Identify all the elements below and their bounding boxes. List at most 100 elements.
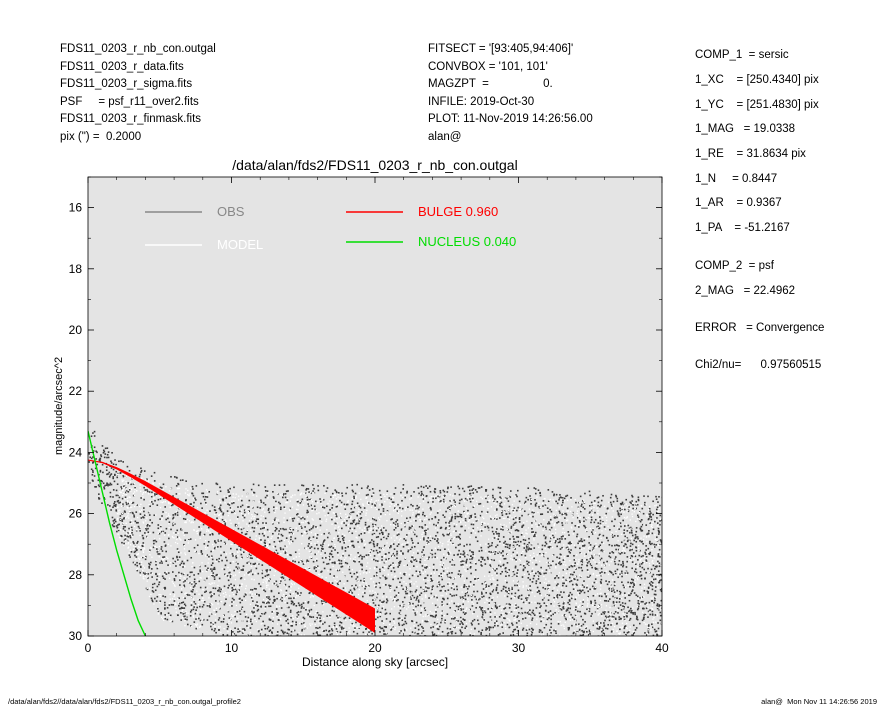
- obs-point: [336, 505, 338, 508]
- obs-point: [574, 546, 577, 549]
- model-point: [133, 525, 136, 528]
- obs-point: [379, 494, 382, 496]
- obs-point: [312, 592, 315, 595]
- obs-point: [488, 626, 490, 628]
- obs-point: [259, 507, 262, 509]
- obs-point: [575, 606, 577, 608]
- obs-point: [307, 560, 310, 563]
- model-point: [249, 591, 251, 594]
- obs-point: [589, 632, 591, 635]
- obs-point: [309, 498, 312, 500]
- obs-point: [264, 545, 267, 547]
- obs-point: [403, 623, 405, 626]
- obs-point: [421, 625, 423, 628]
- obs-point: [356, 483, 359, 486]
- obs-point: [516, 509, 518, 512]
- obs-point: [634, 613, 636, 616]
- obs-point: [499, 505, 502, 508]
- obs-point: [308, 592, 311, 595]
- obs-point: [589, 574, 592, 577]
- obs-point: [593, 587, 596, 590]
- obs-point: [423, 590, 426, 593]
- obs-point: [366, 603, 369, 606]
- model-point: [500, 622, 503, 624]
- obs-point: [637, 499, 640, 502]
- obs-point: [573, 559, 576, 561]
- obs-point: [349, 610, 352, 612]
- model-point: [390, 503, 393, 505]
- obs-point: [664, 520, 666, 522]
- obs-point: [661, 571, 662, 574]
- obs-point: [478, 550, 481, 552]
- obs-point: [634, 534, 637, 536]
- obs-point: [351, 484, 354, 486]
- obs-point: [186, 618, 188, 621]
- obs-point: [227, 579, 230, 582]
- obs-point: [244, 594, 247, 596]
- model-point: [314, 612, 317, 615]
- obs-point: [449, 606, 452, 609]
- obs-point: [350, 540, 353, 543]
- obs-point: [291, 625, 294, 627]
- obs-point: [235, 556, 238, 559]
- model-point: [634, 579, 636, 581]
- obs-point: [279, 635, 282, 636]
- obs-point: [327, 512, 330, 514]
- obs-point: [370, 629, 372, 632]
- obs-point: [374, 504, 376, 506]
- model-point: [265, 527, 267, 529]
- obs-point: [219, 508, 222, 511]
- obs-point: [248, 510, 250, 512]
- obs-point: [278, 540, 281, 543]
- obs-point: [628, 539, 631, 542]
- obs-point: [476, 540, 479, 543]
- obs-point: [635, 527, 638, 529]
- obs-point: [428, 485, 431, 488]
- model-point: [267, 539, 269, 542]
- obs-point: [622, 519, 624, 522]
- model-point: [648, 536, 650, 538]
- obs-point: [312, 484, 314, 486]
- obs-point: [400, 529, 403, 531]
- obs-point: [285, 594, 287, 597]
- model-point: [347, 500, 349, 502]
- obs-point: [601, 630, 603, 633]
- obs-point: [156, 575, 159, 577]
- obs-point: [537, 578, 540, 580]
- obs-point: [517, 629, 519, 632]
- obs-point: [340, 562, 343, 565]
- obs-point: [622, 564, 625, 567]
- obs-point: [405, 543, 408, 546]
- obs-point: [647, 630, 650, 632]
- obs-point: [574, 609, 577, 611]
- obs-point: [310, 527, 313, 530]
- obs-point: [188, 539, 190, 541]
- model-point: [374, 501, 376, 503]
- obs-point: [248, 553, 251, 556]
- model-point: [121, 501, 123, 503]
- obs-point: [254, 512, 257, 514]
- obs-point: [605, 600, 608, 602]
- obs-point: [555, 584, 558, 587]
- obs-point: [105, 469, 108, 472]
- obs-point: [286, 602, 289, 604]
- obs-point: [92, 450, 95, 452]
- model-point: [294, 580, 296, 582]
- model-point: [133, 491, 136, 493]
- obs-point: [277, 619, 280, 621]
- obs-point: [658, 574, 661, 576]
- obs-point: [644, 613, 647, 615]
- obs-point: [406, 588, 409, 591]
- obs-point: [407, 506, 409, 508]
- obs-point: [392, 501, 395, 504]
- obs-point: [556, 522, 558, 524]
- obs-point: [603, 625, 605, 628]
- obs-point: [614, 544, 616, 547]
- obs-point: [460, 553, 462, 555]
- obs-point: [647, 533, 649, 535]
- obs-point: [237, 566, 240, 569]
- obs-point: [262, 620, 264, 623]
- obs-point: [142, 537, 145, 540]
- obs-point: [537, 489, 540, 492]
- model-point: [596, 546, 598, 548]
